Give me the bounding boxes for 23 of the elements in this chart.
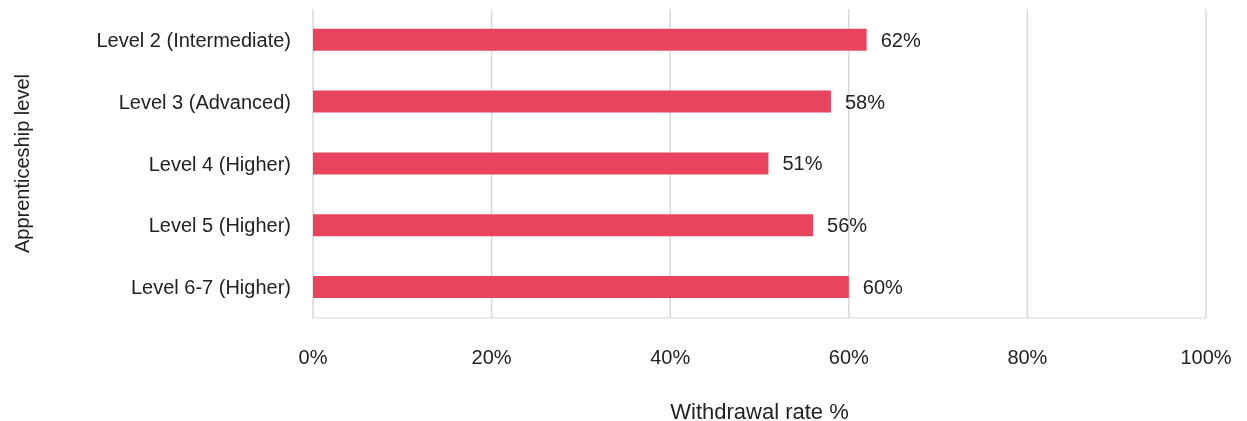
- x-tick-label: 100%: [1180, 346, 1232, 369]
- data-label: 60%: [862, 276, 904, 299]
- bar: [313, 28, 867, 51]
- x-tick-label: 40%: [650, 346, 691, 369]
- data-label: 62%: [880, 28, 921, 51]
- y-axis-title: Apprenticeship level: [11, 74, 34, 253]
- y-tick-label: Level 3 (Advanced): [118, 90, 291, 113]
- data-label: 58%: [844, 90, 886, 113]
- y-tick-label: Level 6-7 (Higher): [130, 276, 291, 299]
- data-label: 51%: [782, 152, 823, 175]
- bar: [313, 152, 769, 175]
- x-axis-title: Withdrawal rate %: [670, 399, 849, 421]
- bar: [313, 214, 814, 237]
- y-tick-label: Level 5 (Higher): [148, 214, 291, 237]
- bar: [313, 275, 849, 298]
- x-tick-label: 60%: [828, 346, 870, 369]
- x-tick-label: 20%: [471, 346, 512, 369]
- y-tick-label: Level 2 (Intermediate): [96, 29, 291, 51]
- x-tick-label: 80%: [1007, 346, 1048, 369]
- data-label: 56%: [827, 214, 868, 237]
- bar: [313, 90, 831, 113]
- x-tick-label: 0%: [298, 346, 328, 369]
- y-tick-label: Level 4 (Higher): [148, 152, 291, 175]
